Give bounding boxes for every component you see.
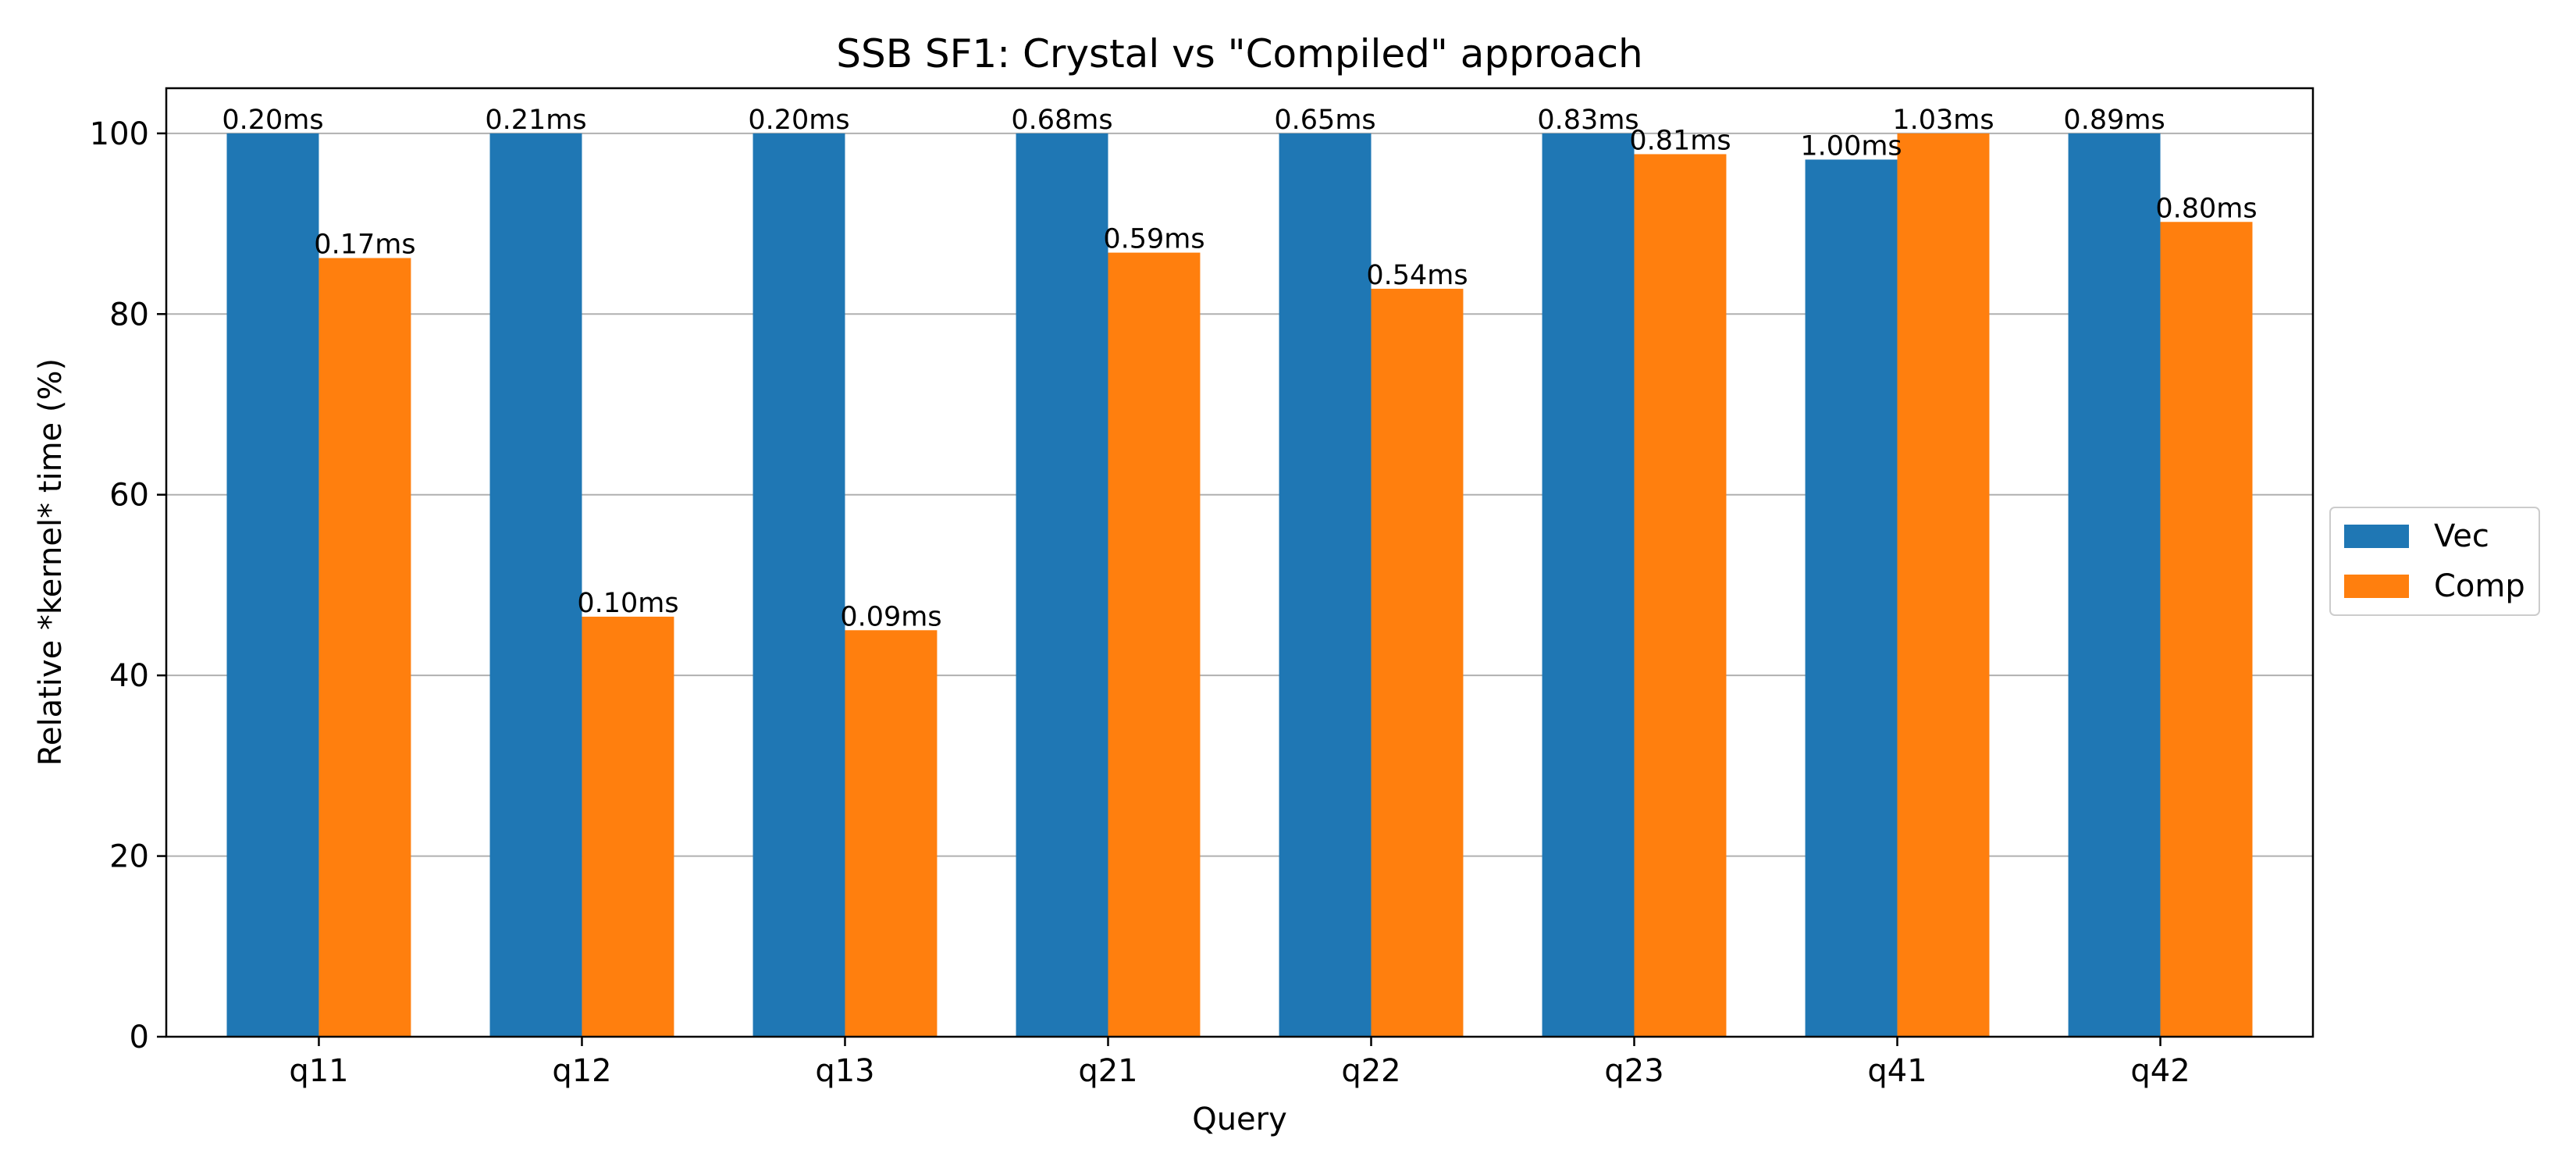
x-tick-label-q42: q42	[2130, 1053, 2190, 1089]
bar-vec-q23	[1542, 133, 1635, 1037]
y-axis-ticks: 0 20 40 60 80 100	[90, 116, 166, 1055]
y-tick-label-40: 40	[109, 658, 149, 694]
bar-comp-q13	[845, 630, 938, 1037]
x-tick-label-q13: q13	[815, 1053, 874, 1089]
data-label-comp-q13: 0.09ms	[840, 601, 941, 632]
data-label-vec-q42: 0.89ms	[2063, 105, 2165, 136]
x-tick-label-q12: q12	[552, 1053, 611, 1089]
x-tick-label-q21: q21	[1078, 1053, 1137, 1089]
data-label-vec-q23: 0.83ms	[1537, 105, 1638, 136]
bar-vec-q21	[1016, 133, 1108, 1037]
legend-swatch-vec	[2344, 525, 2409, 548]
data-label-vec-q22: 0.65ms	[1274, 105, 1375, 136]
data-label-comp-q12: 0.10ms	[577, 588, 678, 619]
x-tick-label-q11: q11	[289, 1053, 348, 1089]
y-tick-label-0: 0	[130, 1020, 149, 1055]
chart-title: SSB SF1: Crystal vs "Compiled" approach	[836, 31, 1643, 77]
data-label-comp-q42: 0.80ms	[2155, 193, 2257, 224]
data-label-vec-q11: 0.20ms	[222, 105, 323, 136]
bar-comp-q22	[1371, 288, 1464, 1037]
data-label-vec-q12: 0.21ms	[485, 105, 586, 136]
bar-vec-q12	[489, 133, 582, 1037]
x-axis-label: Query	[1192, 1102, 1287, 1137]
data-label-vec-q21: 0.68ms	[1011, 105, 1112, 136]
data-label-comp-q21: 0.59ms	[1103, 224, 1204, 255]
x-tick-label-q22: q22	[1341, 1053, 1400, 1089]
data-label-vec-q13: 0.20ms	[748, 105, 849, 136]
x-tick-label-q23: q23	[1604, 1053, 1663, 1089]
x-axis-ticks: q11 q12 q13 q21 q22 q23 q41 q42	[289, 1037, 2190, 1089]
y-tick-label-60: 60	[109, 478, 149, 514]
bar-comp-q23	[1634, 154, 1727, 1037]
data-label-comp-q41: 1.03ms	[1892, 105, 1994, 136]
data-label-comp-q11: 0.17ms	[314, 230, 415, 261]
bar-vec-q42	[2068, 133, 2161, 1037]
bar-comp-q11	[318, 258, 411, 1037]
y-tick-label-80: 80	[109, 297, 149, 333]
bar-comp-q21	[1108, 252, 1201, 1038]
bar-vec-q22	[1279, 133, 1372, 1037]
x-tick-label-q41: q41	[1867, 1053, 1927, 1089]
legend-swatch-comp	[2344, 575, 2409, 598]
bar-vec-q11	[226, 133, 319, 1037]
y-axis-label: Relative *kernel* time (%)	[33, 358, 69, 766]
bar-comp-q41	[1897, 133, 1990, 1037]
legend-label-vec: Vec	[2434, 518, 2489, 554]
bar-comp-q42	[2160, 222, 2253, 1038]
data-label-vec-q41: 1.00ms	[1800, 130, 1902, 162]
data-label-comp-q23: 0.81ms	[1629, 125, 1731, 156]
legend-label-comp: Comp	[2434, 568, 2525, 604]
y-tick-label-20: 20	[109, 839, 149, 875]
legend: Vec Comp	[2329, 507, 2540, 616]
plot-frame	[165, 87, 2314, 1038]
bars	[226, 133, 2253, 1038]
bar-vec-q41	[1805, 159, 1898, 1037]
bar-vec-q13	[753, 133, 845, 1037]
y-tick-label-100: 100	[90, 116, 149, 152]
bar-comp-q12	[582, 616, 674, 1037]
data-labels: 0.20ms 0.21ms 0.20ms 0.68ms 0.65ms 0.83ms 1.00…	[222, 105, 2257, 632]
data-label-comp-q22: 0.54ms	[1366, 260, 1468, 291]
